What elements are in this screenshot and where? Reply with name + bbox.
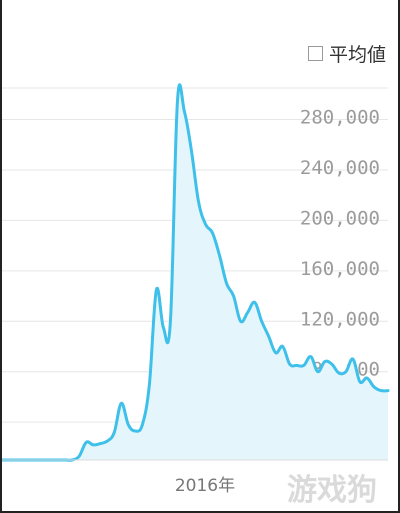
- watermark-logo: 游戏狗: [287, 473, 377, 508]
- y-tick-label: 280,000: [300, 107, 380, 129]
- average-checkbox[interactable]: [307, 46, 323, 61]
- x-tick-label: 2016年: [175, 476, 235, 496]
- y-tick-label: 160,000: [300, 258, 380, 280]
- legend[interactable]: 平均値: [307, 40, 386, 67]
- y-tick-label: 200,000: [300, 207, 380, 229]
- y-tick-label: 240,000: [300, 157, 380, 179]
- y-tick-label: 120,000: [300, 308, 380, 330]
- legend-label: 平均値: [328, 44, 386, 66]
